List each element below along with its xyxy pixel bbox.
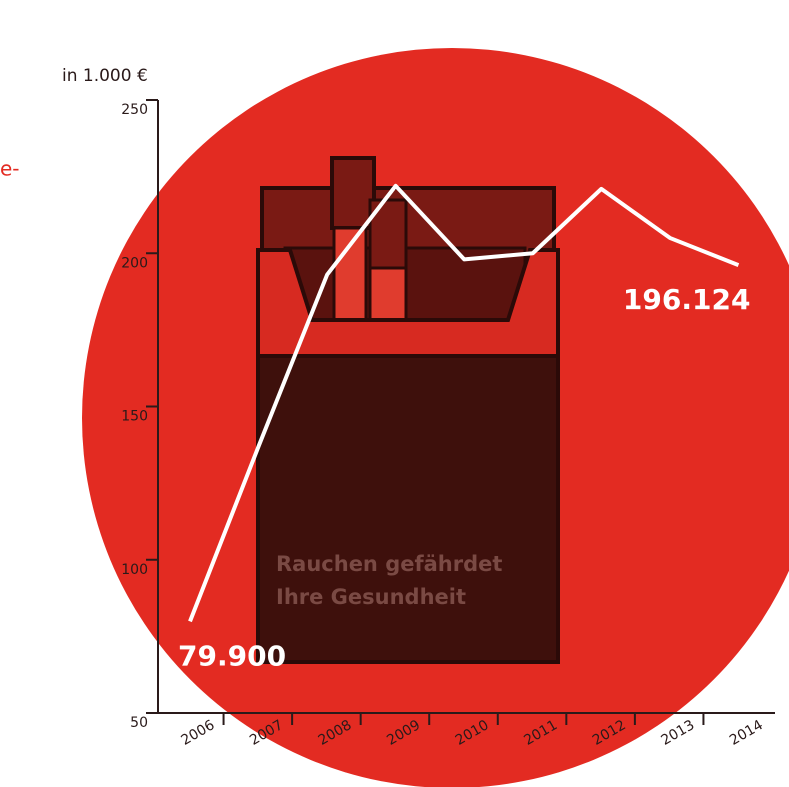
cigarette-pack [256,156,560,664]
cut-text: e- [0,157,20,181]
y-tick-label: 200 [121,255,148,271]
y-tick-label: 100 [121,562,148,578]
y-tick-label: 250 [121,102,148,118]
x-tick-label: 2013 [658,717,697,749]
data-line [188,183,740,623]
value-label: 196.124 [623,283,751,316]
x-tick-label: 2006 [179,717,218,749]
pack-text: Ihre Gesundheit [276,585,466,609]
unit-label: in 1.000 € [62,66,148,86]
y-tick-label: 50 [130,715,148,731]
value-label: 79.900 [178,639,286,672]
y-tick-label: 150 [121,409,148,425]
x-tick-label: 2014 [727,717,766,749]
pack-text: Rauchen gefährdet [276,552,502,576]
